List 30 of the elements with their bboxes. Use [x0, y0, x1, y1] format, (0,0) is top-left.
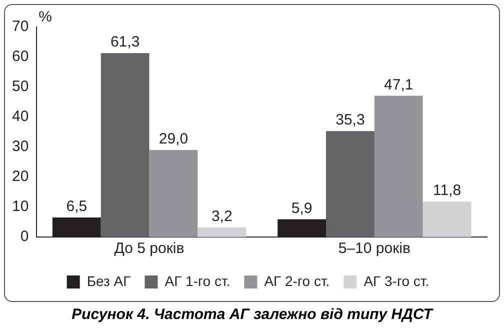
bar [326, 131, 374, 237]
bar [374, 96, 423, 237]
data-label: 47,1 [384, 76, 414, 94]
data-label: 35,3 [336, 112, 365, 129]
y-tick-label: 40 [12, 108, 29, 126]
bar [422, 202, 472, 237]
legend-label: АГ 1-го ст. [164, 272, 230, 289]
y-tick-label: 60 [12, 48, 29, 66]
x-tick-label: 5–10 років [338, 240, 410, 258]
data-label: 3,2 [211, 208, 232, 226]
x-tick-label: До 5 років [114, 240, 184, 258]
y-tick-label: 30 [12, 138, 29, 156]
data-label: 6,5 [66, 198, 88, 216]
data-label: 11,8 [432, 182, 462, 200]
data-label: 29,0 [158, 130, 188, 148]
legend-label: АГ 3-го ст. [364, 272, 430, 289]
y-tick-label: 70 [12, 18, 29, 36]
bar [149, 150, 198, 237]
y-tick-label: 0 [20, 228, 29, 246]
bar [100, 53, 150, 237]
data-label: 5,9 [291, 200, 312, 217]
y-tick-label: 10 [12, 198, 29, 216]
y-tick-label: 20 [12, 168, 29, 186]
y-axis-title: % [38, 8, 52, 26]
data-label: 61,3 [110, 34, 140, 51]
text: Рисунок 4. Частота АГ залежно від типу НДСТ [70, 306, 434, 323]
legend-label: Без АГ [86, 272, 132, 289]
bar [198, 227, 246, 237]
legend-label: АГ 2-го ст. [264, 272, 330, 289]
y-tick-label: 50 [12, 78, 29, 96]
